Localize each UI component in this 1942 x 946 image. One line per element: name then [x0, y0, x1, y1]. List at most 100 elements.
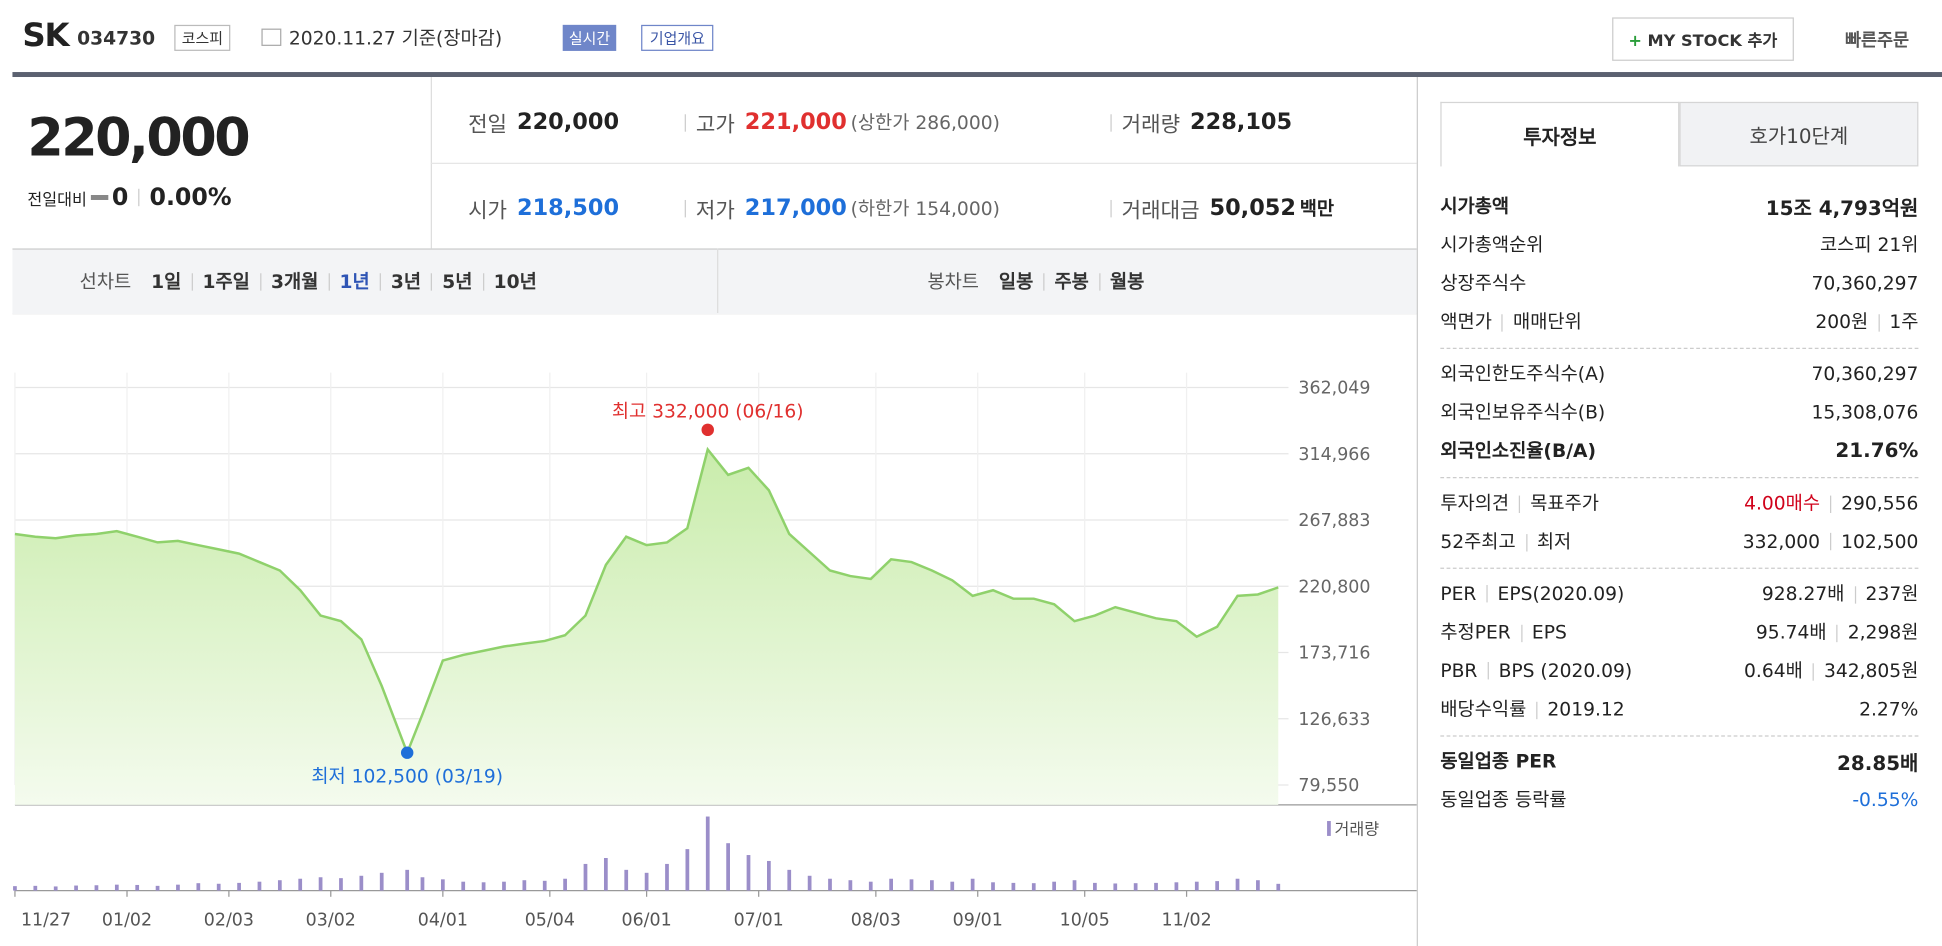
x-tick-label: 04/01	[418, 910, 468, 930]
volume-bar	[257, 881, 262, 891]
mystock-button[interactable]: + MY STOCK 추가	[1612, 17, 1794, 61]
row-label: 동일업종 PER	[1440, 748, 1556, 774]
label-part: 2019.12	[1547, 698, 1625, 721]
label-part: 추정PER	[1440, 621, 1511, 644]
side-row: 투자의견 목표주가 4.00매수 290,556	[1440, 483, 1918, 522]
side-group: 투자의견 목표주가 4.00매수 290,556 52주최고 최저 332,000 102,5…	[1440, 478, 1919, 569]
volume-bar	[1093, 882, 1097, 891]
side-row: 액면가 매매단위 200원 1주	[1440, 302, 1918, 341]
separator	[1829, 532, 1832, 551]
volume-bar	[542, 880, 547, 891]
volume-bar	[1194, 881, 1199, 891]
side-row: PBR BPS (2020.09) 0.64배 342,805원	[1440, 651, 1918, 690]
value-part: 코스피 21위	[1819, 233, 1919, 256]
volume-bar	[624, 869, 629, 891]
y-tick-label: 314,966	[1298, 445, 1370, 465]
period[interactable]: 3개월	[271, 270, 319, 294]
candle-period[interactable]: 월봉	[1109, 270, 1145, 294]
volume-bar	[603, 858, 608, 891]
side-row: 상장주식수 70,360,297	[1440, 263, 1918, 302]
tab[interactable]: 투자정보	[1440, 101, 1680, 167]
volume-bar	[848, 880, 853, 891]
row-label: 배당수익률 2019.12	[1440, 696, 1624, 722]
period[interactable]: 1년	[339, 270, 370, 294]
periods: 선차트 1일 1주일 3개월 1년 3년 5년 10년	[80, 268, 537, 294]
quote-label: 저가	[695, 198, 735, 224]
realtime[interactable]: 실시간	[562, 24, 617, 51]
separator	[1110, 113, 1112, 132]
separator	[1043, 272, 1045, 291]
label-part: 외국인보유주식수(B)	[1440, 401, 1606, 424]
row-label: PBR BPS (2020.09)	[1440, 659, 1632, 681]
x-tick-label: 06/01	[622, 910, 672, 930]
volume-bar	[685, 849, 690, 891]
label-part: 상장주식수	[1440, 272, 1527, 295]
row-value: 4.00매수 290,556	[1744, 489, 1918, 515]
separator	[684, 199, 686, 217]
volume-bar	[53, 886, 58, 891]
value-part: 70,360,297	[1811, 271, 1919, 294]
row-label: 시가총액순위	[1440, 231, 1543, 257]
quote-label: 전일	[468, 113, 508, 138]
label-part: 외국인한도주식수(A)	[1440, 362, 1606, 386]
separator	[1536, 701, 1538, 719]
quote-item: 거래량 228,105	[1100, 107, 1292, 138]
row-value: 928.27배 237원	[1762, 580, 1919, 606]
flat-icon	[90, 195, 109, 200]
quote-value: 220,000	[516, 109, 620, 136]
y-tick-label: 267,883	[1298, 511, 1370, 531]
volume-bar	[1133, 883, 1138, 891]
line	[14, 446, 1279, 757]
volume-bar	[1072, 880, 1077, 891]
period[interactable]: 10년	[493, 270, 537, 294]
period[interactable]: 1주일	[202, 270, 250, 294]
x-tick-label: 01/02	[102, 910, 152, 930]
quote-value: 228,105	[1190, 109, 1293, 136]
divider	[1416, 77, 1418, 946]
company[interactable]: 기업개요	[641, 24, 714, 51]
x-tick-label: 09/01	[953, 910, 1003, 930]
label-part: 시가총액순위	[1440, 233, 1544, 256]
row-value: 2.27%	[1859, 697, 1918, 719]
candle-period[interactable]: 일봉	[998, 270, 1034, 294]
change: 전일대비 0 0.00%	[27, 184, 231, 211]
x-tick-label: 05/04	[525, 910, 575, 930]
candle-period[interactable]: 주봉	[1054, 270, 1089, 294]
area	[14, 449, 1279, 805]
volume-bar	[74, 885, 78, 891]
change-value: 0	[111, 183, 129, 212]
volume-bar	[13, 886, 17, 891]
y-tick-label: 220,800	[1298, 577, 1370, 597]
volume-bar	[135, 884, 140, 891]
stock-name: SK	[22, 17, 69, 55]
label-part: 동일업종 PER	[1440, 750, 1557, 773]
value-part: 928.27배	[1761, 582, 1845, 605]
value-part: 4.00매수	[1744, 491, 1821, 515]
tab[interactable]: 호가10단계	[1679, 101, 1919, 167]
volume-bar	[1052, 881, 1057, 891]
row-label: 외국인한도주식수(A)	[1440, 360, 1605, 386]
value-part: 95.74배	[1755, 621, 1827, 644]
volume-bar	[379, 872, 384, 891]
label-part: EPS(2020.09)	[1497, 581, 1625, 605]
value-part: 15조 4,793억원	[1765, 195, 1919, 220]
quote-value: 217,000	[744, 195, 847, 222]
volume-bar	[909, 879, 914, 891]
period[interactable]: 1일	[151, 270, 182, 294]
row-label: 시가총액	[1440, 193, 1509, 219]
period[interactable]: 5년	[442, 270, 473, 294]
volume-bar	[563, 878, 567, 891]
side-row: 외국인소진율(B/A) 21.76%	[1440, 431, 1918, 470]
volume-bar	[277, 880, 282, 891]
mystock-label: MY STOCK 추가	[1647, 32, 1778, 51]
x-tick-label: 03/02	[306, 910, 356, 930]
side-row: 동일업종 등락률 -0.55%	[1440, 780, 1918, 819]
volume-bar	[1256, 880, 1260, 891]
volume-bar	[665, 863, 669, 891]
row-label: 투자의견 목표주가	[1440, 489, 1599, 515]
period[interactable]: 3년	[390, 270, 422, 294]
row-value: 15,308,076	[1811, 401, 1918, 423]
quick-order[interactable]: 빠른주문	[1844, 31, 1910, 51]
